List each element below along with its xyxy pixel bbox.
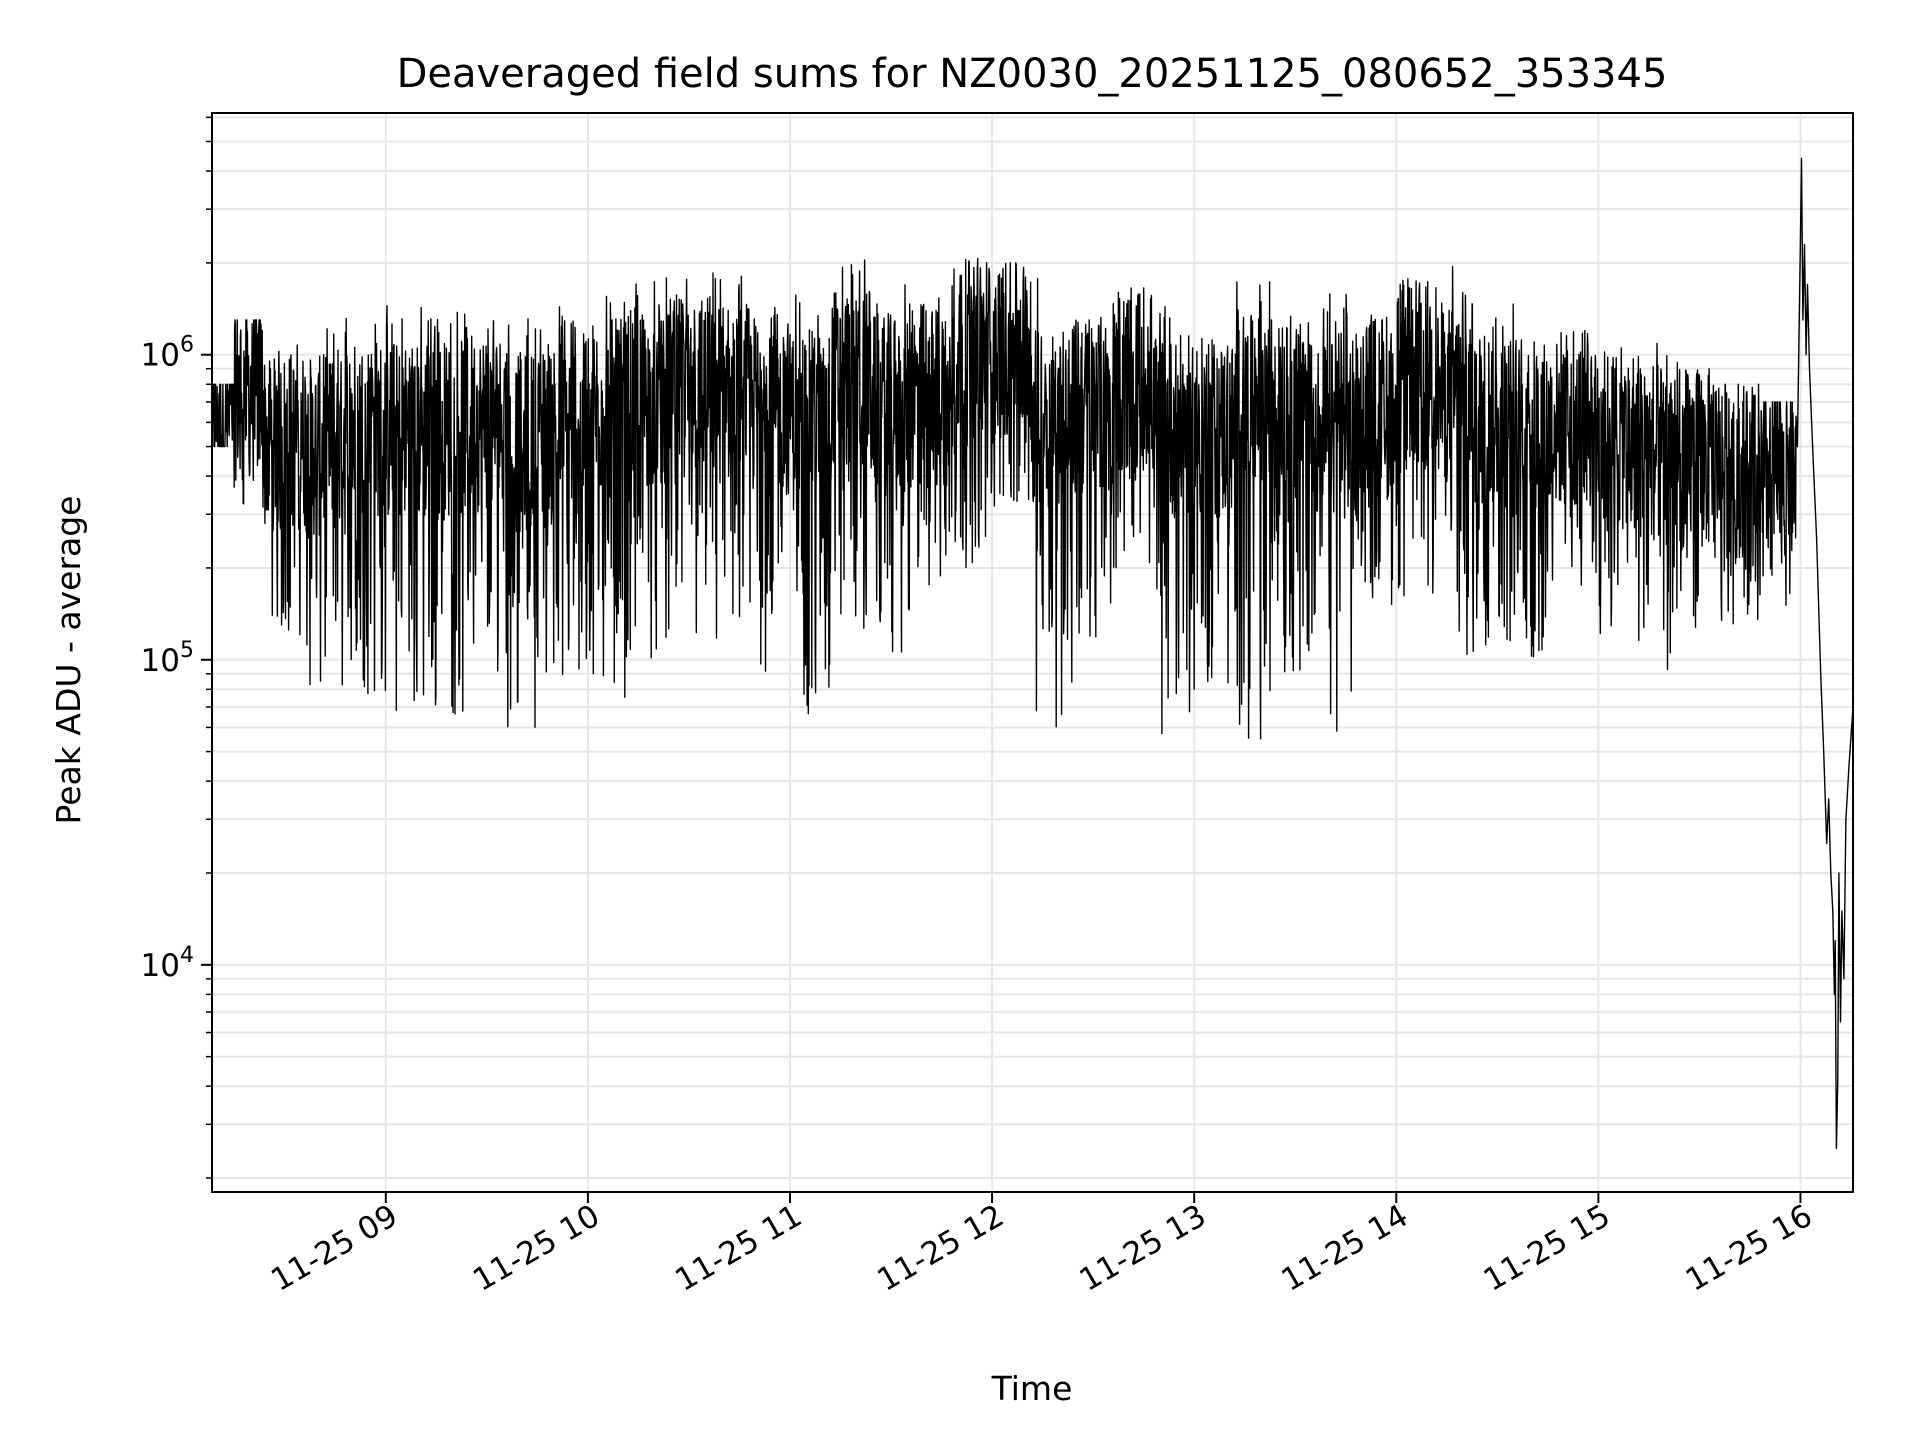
x-tick-label: 11-25 16 [1680, 1198, 1819, 1299]
y-axis: 104 105 106 [141, 116, 212, 1179]
x-tick-label: 11-25 10 [467, 1198, 606, 1299]
x-tick-label: 11-25 11 [669, 1198, 808, 1299]
x-tick-label: 11-25 12 [871, 1198, 1010, 1299]
x-axis-label: Time [991, 1369, 1073, 1408]
y-tick-label: 104 [141, 943, 194, 984]
axes-frame [211, 112, 1854, 1193]
x-axis: 11-25 09 11-25 10 11-25 11 11-25 12 11-25 13… [265, 1192, 1818, 1299]
y-axis-label: Peak ADU - average [49, 496, 88, 825]
grid-lines [212, 113, 1853, 1192]
plot-area [212, 157, 1853, 1150]
chart-title: Deaveraged field sums for NZ0030_2025112… [397, 51, 1668, 97]
series-line [212, 157, 1853, 1150]
x-tick-label: 11-25 09 [265, 1198, 404, 1299]
x-tick-label: 11-25 15 [1478, 1198, 1617, 1299]
x-tick-label: 11-25 14 [1276, 1198, 1415, 1299]
x-tick-label: 11-25 13 [1073, 1198, 1212, 1299]
y-tick-label: 106 [141, 333, 194, 374]
y-tick-label: 105 [141, 638, 194, 679]
